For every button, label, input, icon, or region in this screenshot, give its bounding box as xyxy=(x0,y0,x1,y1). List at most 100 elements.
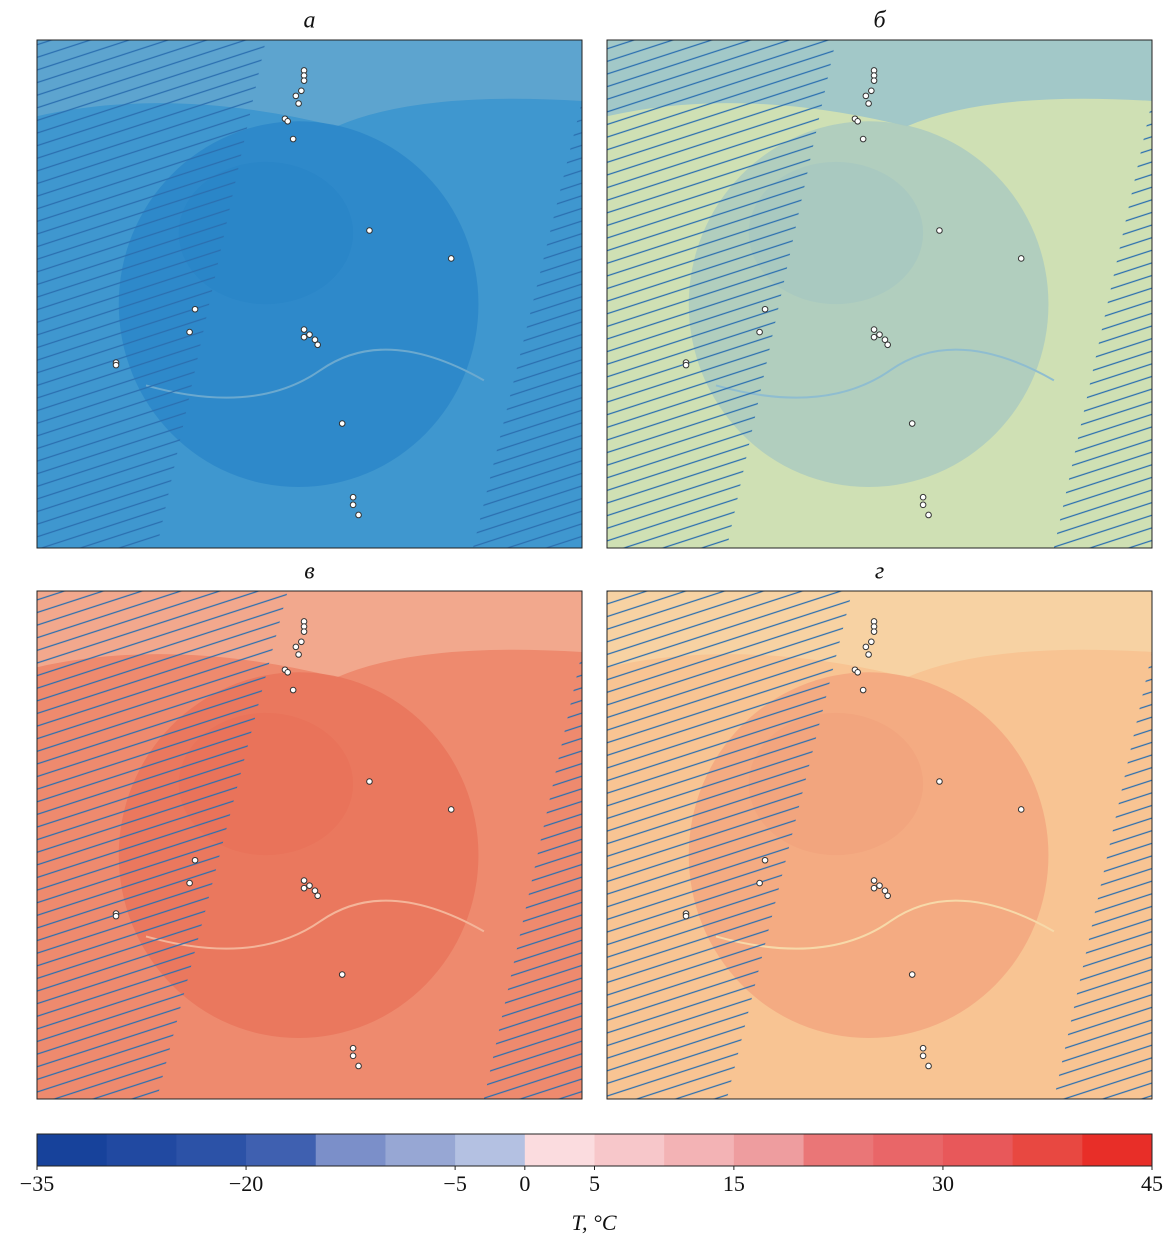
station xyxy=(285,118,291,124)
station xyxy=(113,913,119,919)
station xyxy=(877,883,883,889)
station xyxy=(290,687,296,693)
station xyxy=(871,327,877,333)
station xyxy=(350,502,356,508)
colorbar-bin xyxy=(525,1134,595,1166)
station xyxy=(339,421,345,427)
station xyxy=(307,332,313,338)
station xyxy=(192,857,198,863)
map xyxy=(37,40,582,548)
station xyxy=(909,972,915,978)
station xyxy=(187,880,193,886)
station xyxy=(290,136,296,142)
station xyxy=(866,652,872,658)
colorbar-bin xyxy=(943,1134,1013,1166)
panel-label: в xyxy=(304,559,314,585)
colorbar-tick-label: 15 xyxy=(723,1171,745,1196)
map-panel xyxy=(607,40,1152,548)
station xyxy=(356,512,362,518)
station xyxy=(757,329,763,335)
station xyxy=(683,362,689,368)
colorbar-bin xyxy=(316,1134,386,1166)
station xyxy=(926,1063,932,1069)
colorbar-tick-label: 45 xyxy=(1141,1171,1163,1196)
station xyxy=(683,913,689,919)
station xyxy=(871,629,877,635)
colorbar-label: T, °C xyxy=(571,1210,616,1235)
station xyxy=(871,885,877,891)
station xyxy=(448,807,454,813)
station xyxy=(920,502,926,508)
station xyxy=(920,1053,926,1059)
station xyxy=(937,779,943,785)
colorbar-bin xyxy=(664,1134,734,1166)
station xyxy=(285,669,291,675)
station xyxy=(877,332,883,338)
map-panel xyxy=(37,591,582,1099)
station xyxy=(296,652,302,658)
colorbar-bin xyxy=(385,1134,455,1166)
colorbar-bin xyxy=(246,1134,316,1166)
colorbar-tick-label: 0 xyxy=(519,1171,530,1196)
colorbar-tick-label: 30 xyxy=(932,1171,954,1196)
colorbar-tick-label: 5 xyxy=(589,1171,600,1196)
station xyxy=(315,893,321,899)
station xyxy=(315,342,321,348)
colorbar-bin xyxy=(1013,1134,1083,1166)
station xyxy=(187,329,193,335)
station xyxy=(192,306,198,312)
station xyxy=(762,857,768,863)
station xyxy=(869,639,875,645)
station xyxy=(293,93,299,99)
colorbar-bin xyxy=(734,1134,804,1166)
station xyxy=(1018,256,1024,262)
station xyxy=(293,644,299,650)
station xyxy=(350,1045,356,1051)
station xyxy=(113,362,119,368)
colorbar-bin xyxy=(37,1134,107,1166)
station xyxy=(920,1045,926,1051)
station xyxy=(869,88,875,94)
map xyxy=(37,591,582,1099)
map xyxy=(607,40,1152,548)
station xyxy=(757,880,763,886)
station xyxy=(855,669,861,675)
panel-label: г xyxy=(875,559,884,585)
station xyxy=(301,78,307,84)
station xyxy=(367,228,373,234)
station xyxy=(301,878,307,884)
station xyxy=(339,972,345,978)
station xyxy=(855,118,861,124)
station xyxy=(296,101,302,107)
station xyxy=(860,687,866,693)
colorbar-tick-label: −20 xyxy=(229,1171,263,1196)
station xyxy=(301,885,307,891)
station xyxy=(448,256,454,262)
station xyxy=(367,779,373,785)
panel-label: б xyxy=(873,8,886,34)
colorbar-bin xyxy=(107,1134,177,1166)
station xyxy=(301,334,307,340)
station xyxy=(301,629,307,635)
station xyxy=(871,878,877,884)
station xyxy=(909,421,915,427)
station xyxy=(871,78,877,84)
colorbar-bin xyxy=(804,1134,874,1166)
figure: T, °C абвг−35−20−505153045 xyxy=(0,0,1166,1240)
map-panel xyxy=(607,591,1152,1099)
station xyxy=(885,893,891,899)
station xyxy=(863,644,869,650)
station xyxy=(350,1053,356,1059)
colorbar-bin xyxy=(176,1134,246,1166)
station xyxy=(299,88,305,94)
station xyxy=(299,639,305,645)
colorbar-bin xyxy=(873,1134,943,1166)
map-panel xyxy=(37,40,582,548)
station xyxy=(866,101,872,107)
station xyxy=(937,228,943,234)
colorbar-bin xyxy=(1082,1134,1152,1166)
station xyxy=(307,883,313,889)
station xyxy=(350,494,356,500)
station xyxy=(926,512,932,518)
colorbar-tick-label: −35 xyxy=(20,1171,54,1196)
